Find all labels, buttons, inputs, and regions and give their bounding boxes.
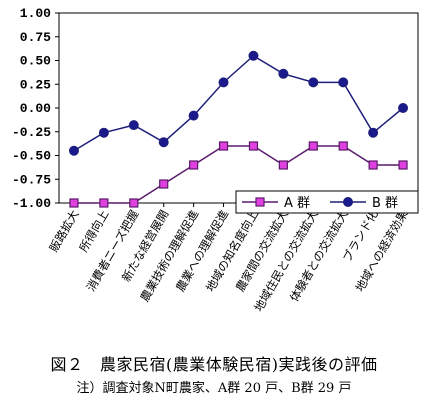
- data-point: [308, 141, 318, 151]
- legend-marker: [343, 197, 353, 207]
- data-point: [159, 179, 169, 189]
- y-tick-label: -0.25: [12, 125, 51, 140]
- data-point: [99, 198, 109, 208]
- x-axis: 販路拡大所得向上消費者ニーズ把握新たな経営展開農業技術の理解促進農業への理解促進…: [46, 203, 411, 314]
- series-a: [69, 141, 408, 208]
- data-point: [278, 68, 289, 79]
- series-line: [73, 54, 404, 152]
- data-point: [128, 120, 139, 131]
- data-point: [129, 198, 139, 208]
- legend-label: A 群: [284, 196, 310, 211]
- y-tick-label: -0.75: [12, 172, 51, 187]
- data-point: [278, 160, 288, 170]
- data-point: [368, 160, 378, 170]
- y-tick-label: 0.00: [20, 101, 51, 116]
- y-tick-label: 0.75: [20, 30, 51, 45]
- data-point: [368, 127, 379, 138]
- data-point: [69, 198, 79, 208]
- data-point: [248, 141, 259, 151]
- data-point: [398, 103, 409, 113]
- y-tick-label: 0.25: [20, 77, 51, 92]
- data-point: [338, 77, 349, 88]
- legend-label: B 群: [372, 196, 398, 211]
- data-point: [308, 77, 319, 88]
- data-point: [218, 77, 229, 88]
- y-axis: 1.00 0.75 0.50 0.25 0.00 -0.25 -0.50 -0.75 -1.00: [12, 6, 59, 211]
- series-layer: [68, 50, 409, 208]
- series-b: [68, 50, 409, 156]
- data-point: [398, 160, 408, 170]
- plot-border: [58, 12, 419, 204]
- data-point: [98, 127, 109, 138]
- data-point: [338, 141, 348, 151]
- data-point: [188, 110, 199, 121]
- data-point: [158, 137, 169, 148]
- y-tick-label: -0.50: [12, 149, 51, 164]
- data-point: [218, 141, 229, 151]
- series-line: [73, 145, 404, 204]
- chart: 1.00 0.75 0.50 0.25 0.00 -0.25 -0.50 -0.75 -1.00…: [12, 6, 419, 314]
- figure-note: 注）調査対象N町農家、A群 20 戸、B群 29 戸: [76, 381, 352, 396]
- figure-title: 図２ 農家民宿(農業体験民宿)実践後の評価: [50, 355, 378, 374]
- data-point: [248, 50, 259, 61]
- y-tick-label: -1.00: [12, 196, 51, 211]
- legend-marker: [255, 197, 265, 207]
- y-tick-label: 0.50: [20, 54, 51, 69]
- legend-box: [235, 190, 419, 214]
- plot-area: [58, 12, 419, 204]
- data-point: [68, 145, 79, 156]
- y-tick-label: 1.00: [20, 6, 51, 21]
- data-point: [189, 160, 199, 170]
